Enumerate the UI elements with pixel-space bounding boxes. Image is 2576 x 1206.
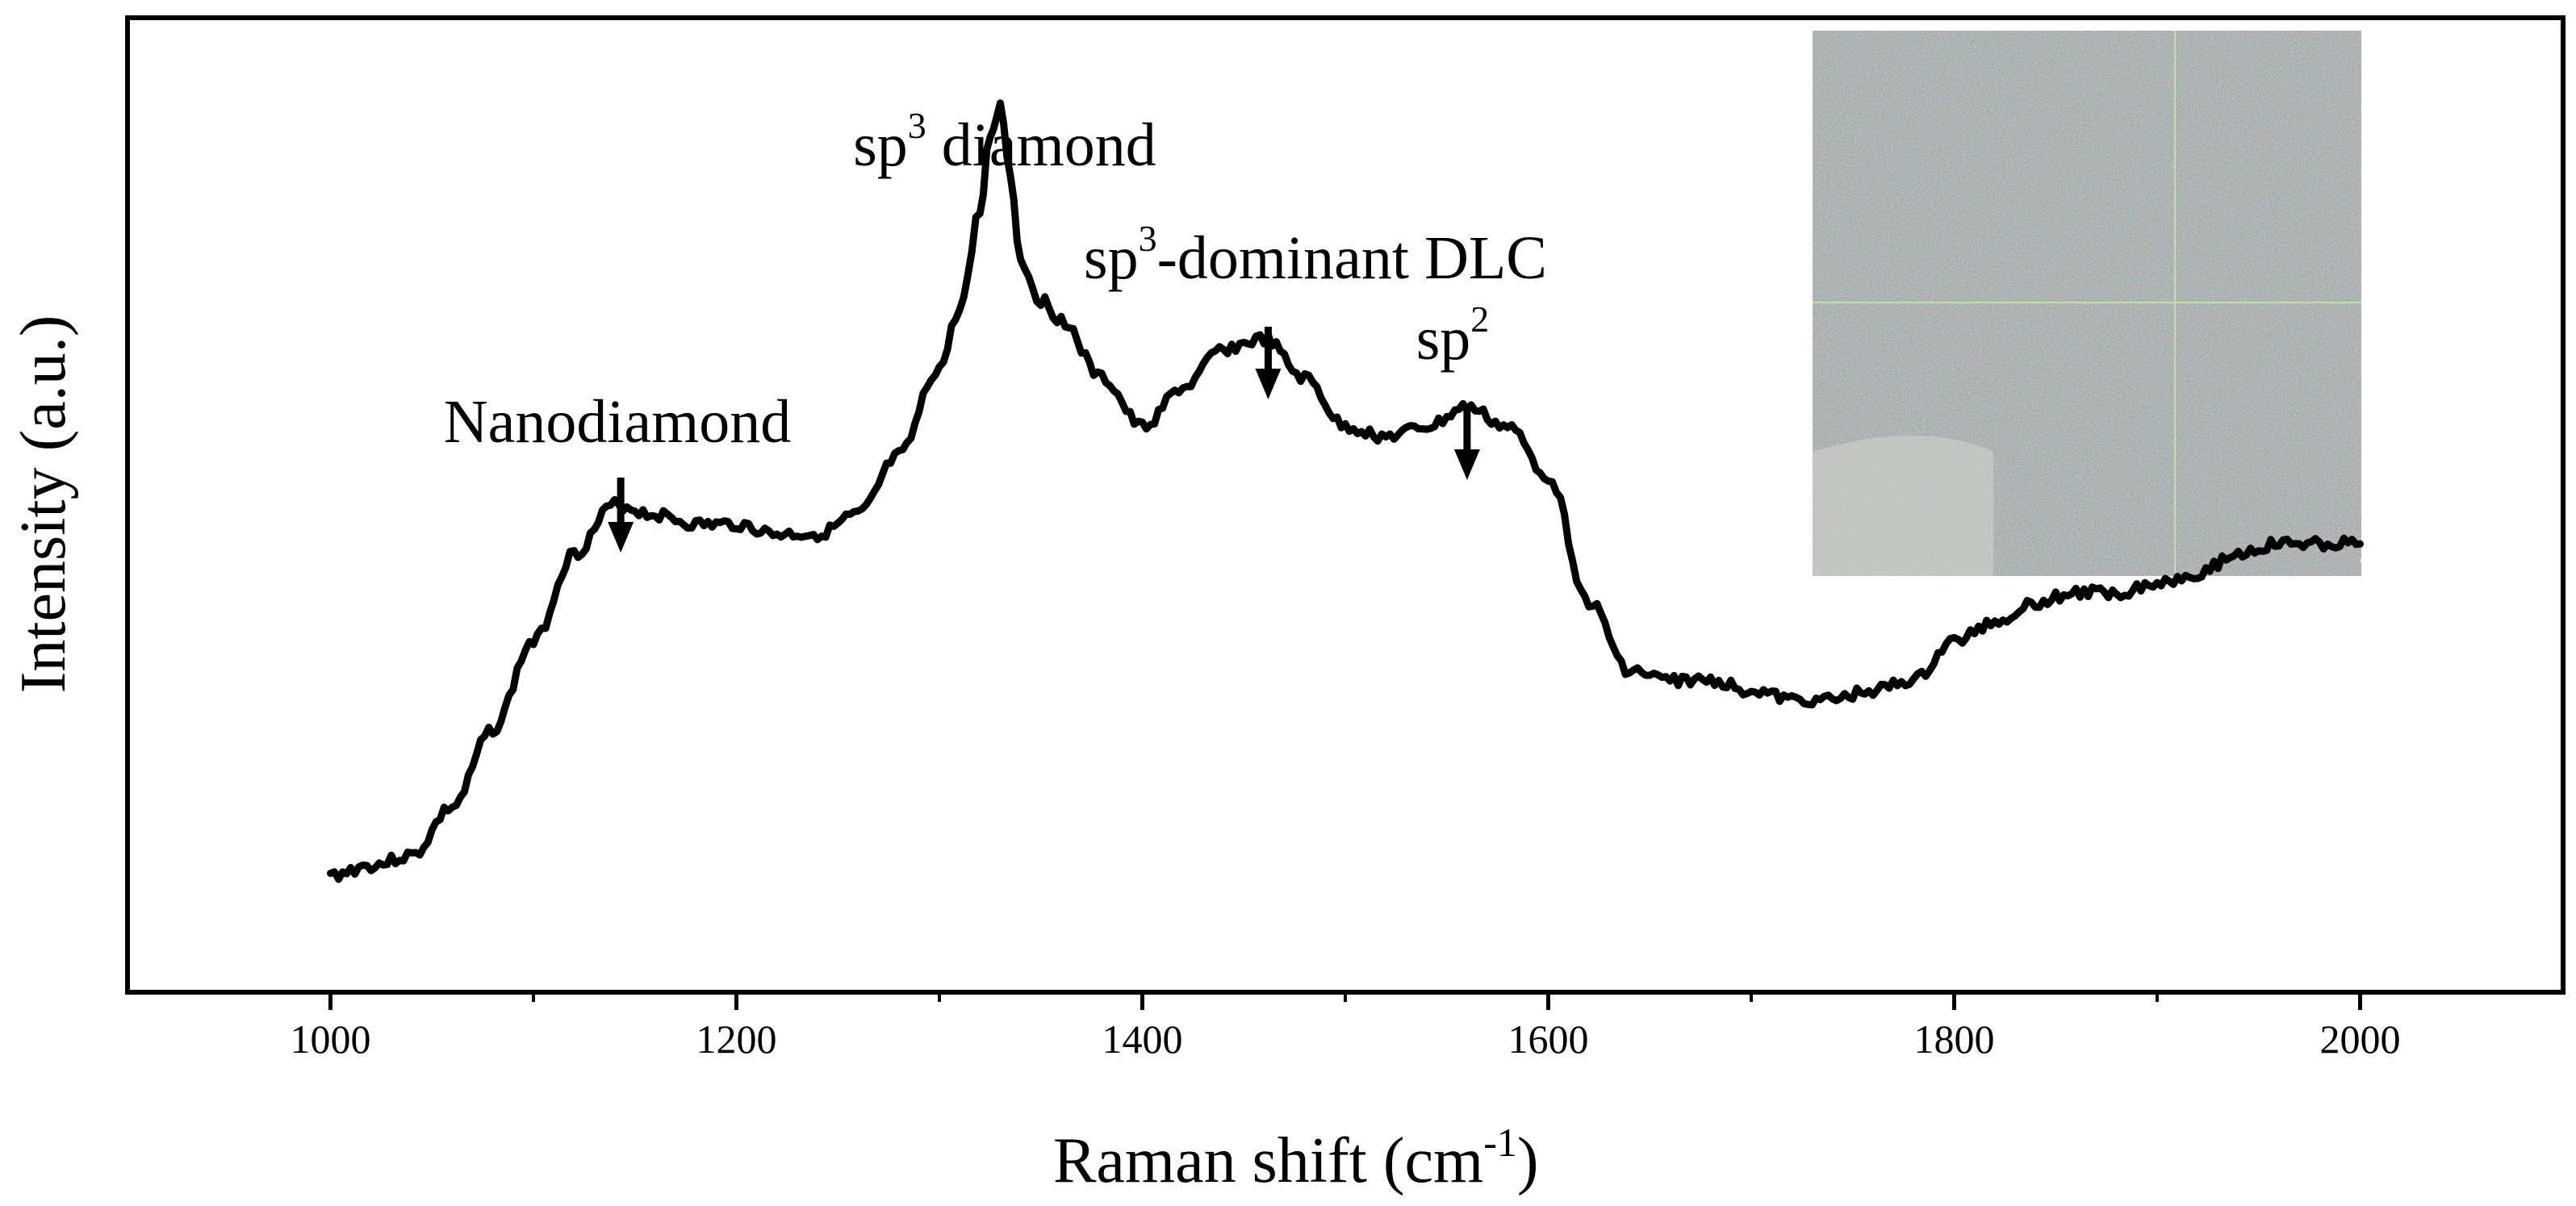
inset-micrograph [1813, 31, 2381, 576]
peak-label: sp3 diamond [853, 105, 1156, 179]
peak-annotations: Nanodiamond sp3 diamond sp3-dominant DLCsp… [444, 105, 1547, 553]
x-tick-label: 1000 [291, 1016, 371, 1062]
peak-label: Nanodiamond [444, 388, 792, 456]
x-tick-label: 1800 [1914, 1016, 1995, 1062]
peak-arrow-head [1453, 449, 1480, 480]
x-tick-labels: 1000 1200 1400 1600 1800 2000 [291, 1016, 2401, 1062]
peak-label: sp3-dominant DLC [1084, 218, 1547, 292]
x-tick-label: 1400 [1102, 1016, 1183, 1062]
peak-arrow-head [608, 522, 634, 553]
peak-arrow-head [1255, 369, 1282, 399]
spectrum-line [327, 99, 2364, 883]
x-ticks [328, 992, 2362, 1010]
x-tick-label: 1200 [696, 1016, 777, 1062]
x-tick-label: 2000 [2320, 1016, 2401, 1062]
peak-label: sp2 [1416, 298, 1490, 373]
y-axis-title: Intensity (a.u.) [8, 315, 79, 694]
x-axis-title: Raman shift (cm-1) [1053, 1120, 1539, 1196]
x-tick-label: 1600 [1508, 1016, 1589, 1062]
